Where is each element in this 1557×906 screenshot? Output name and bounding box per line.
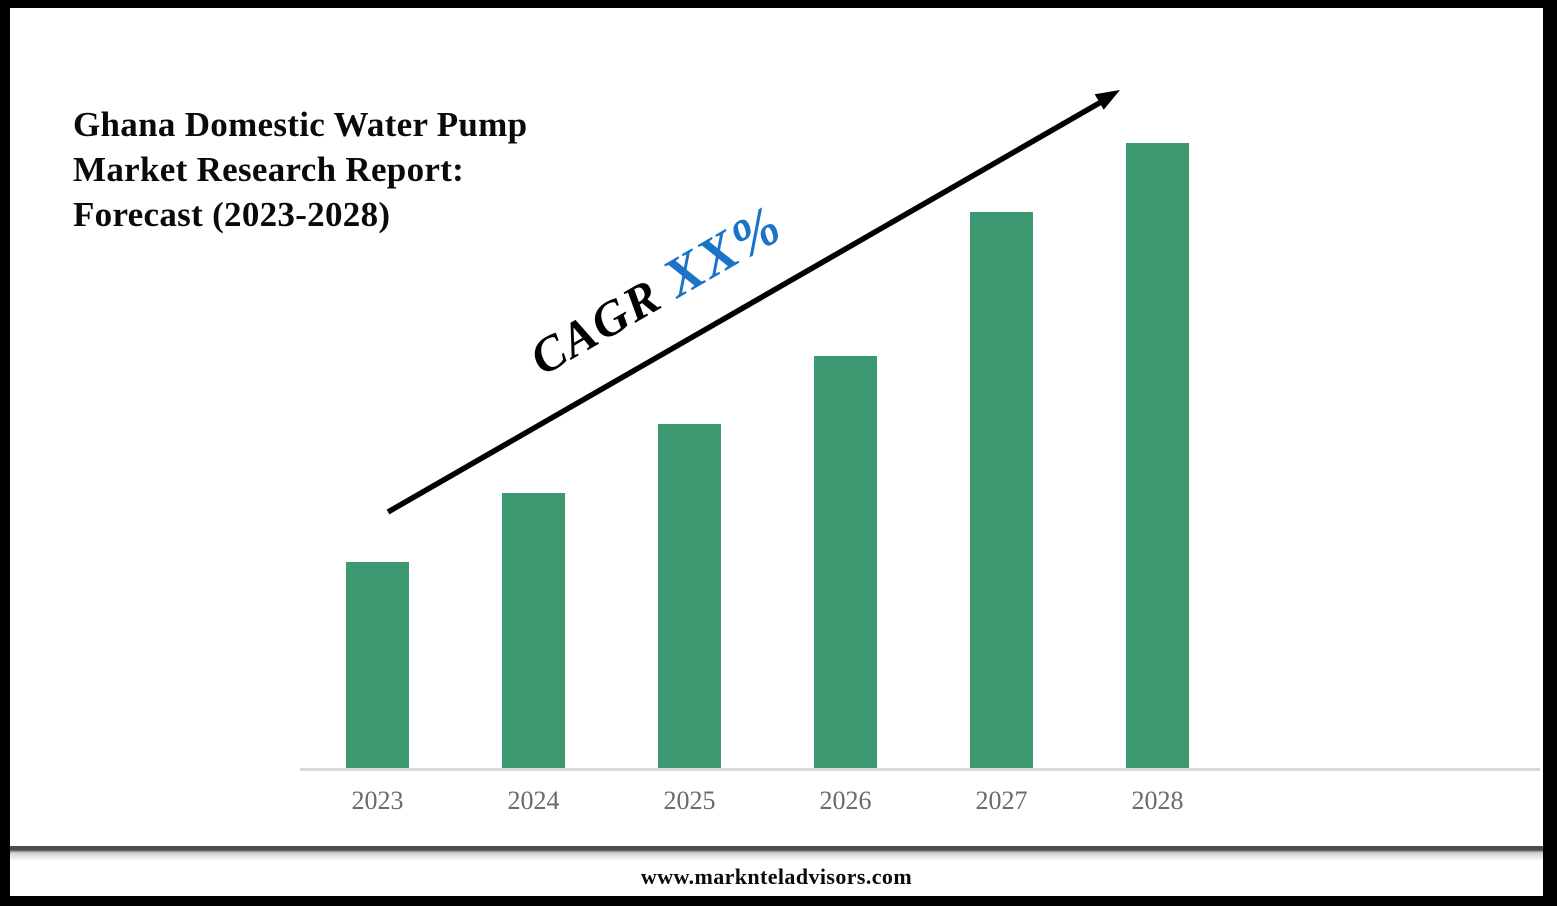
bar-2026 (814, 355, 877, 768)
bar-2027 (970, 211, 1033, 768)
x-axis-line (300, 768, 1540, 771)
footer-divider (10, 846, 1543, 861)
bar-chart: 2023 2024 2025 2026 2027 2028 CAGR XX% (10, 8, 1543, 896)
bar-column-2026: 2026 (814, 143, 877, 815)
x-tick-label-2026: 2026 (819, 786, 872, 815)
bar-2023 (346, 561, 409, 768)
bar-column-2028: 2028 (1126, 143, 1189, 815)
footer-website: www.marknteladvisors.com (640, 864, 913, 889)
chart-title-line-3: Forecast (2023-2028) (73, 195, 391, 234)
bar-column-2023: 2023 (346, 143, 409, 815)
bar-2028 (1126, 143, 1189, 768)
x-tick-label-2024: 2024 (507, 786, 560, 815)
bar-column-2024: 2024 (502, 143, 565, 815)
x-tick-label-2023: 2023 (351, 786, 404, 815)
x-tick-label-2027: 2027 (975, 786, 1028, 815)
x-tick-label-2025: 2025 (663, 786, 716, 815)
bar-2024 (502, 493, 565, 768)
bar-column-2027: 2027 (970, 143, 1033, 815)
chart-canvas: Ghana Domestic Water Pump Market Researc… (10, 8, 1543, 896)
x-tick-label-2028: 2028 (1131, 786, 1184, 815)
trend-arrow-head (1094, 90, 1120, 110)
bar-2025 (658, 424, 721, 768)
